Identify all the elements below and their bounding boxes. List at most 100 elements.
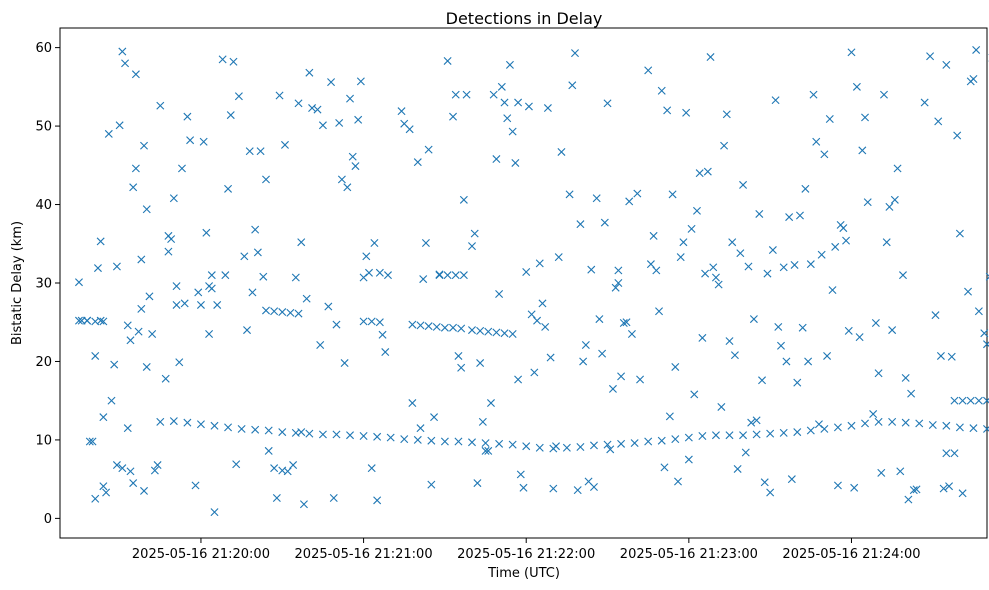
data-point — [346, 94, 355, 103]
data-point — [557, 147, 566, 156]
data-point — [725, 431, 734, 440]
x-tick-label: 2025-05-16 21:23:00 — [620, 547, 758, 562]
data-point — [522, 442, 531, 451]
data-point — [657, 436, 666, 445]
data-point — [739, 180, 748, 189]
data-point — [270, 307, 279, 316]
data-point — [795, 211, 804, 220]
data-point — [240, 252, 249, 261]
data-point — [451, 271, 460, 280]
y-tick-label: 40 — [35, 198, 52, 213]
data-point — [825, 115, 834, 124]
data-point — [332, 320, 341, 329]
data-point — [855, 333, 864, 342]
data-point — [804, 357, 813, 366]
data-point — [817, 250, 826, 259]
data-point — [598, 349, 607, 358]
x-tick-label: 2025-05-16 21:22:00 — [457, 547, 595, 562]
data-point — [668, 190, 677, 199]
data-point — [657, 86, 666, 95]
data-point — [375, 268, 384, 277]
data-point — [495, 439, 504, 448]
data-point — [424, 145, 433, 154]
data-point — [253, 248, 262, 257]
data-point — [511, 158, 520, 167]
data-point — [210, 421, 219, 430]
data-point — [508, 440, 517, 449]
data-point — [123, 424, 132, 433]
data-point — [942, 449, 951, 458]
data-point — [535, 443, 544, 452]
data-point — [302, 294, 311, 303]
data-point — [91, 317, 100, 326]
data-point — [370, 238, 379, 247]
data-point — [196, 300, 205, 309]
data-point — [367, 317, 376, 326]
data-point — [606, 445, 615, 454]
data-point — [633, 189, 642, 198]
data-point — [831, 242, 840, 251]
data-point — [549, 444, 558, 453]
data-markers — [74, 45, 989, 517]
data-point — [153, 461, 162, 470]
data-point — [74, 316, 83, 325]
data-point — [871, 319, 880, 328]
data-point — [655, 307, 664, 316]
data-point — [419, 275, 428, 284]
data-point — [354, 115, 363, 124]
data-point — [137, 304, 146, 313]
data-point — [516, 470, 525, 479]
data-point — [839, 224, 848, 233]
plot-area — [59, 27, 989, 539]
data-point — [717, 402, 726, 411]
data-point — [294, 99, 303, 108]
data-point — [869, 410, 878, 419]
y-tick-label: 50 — [35, 120, 52, 135]
data-point — [457, 324, 466, 333]
data-point — [346, 431, 355, 440]
data-point — [449, 112, 458, 121]
data-point — [107, 396, 116, 405]
data-point — [112, 262, 121, 271]
data-point — [180, 299, 189, 308]
data-point — [888, 326, 897, 335]
data-point — [375, 318, 384, 327]
data-point — [337, 175, 346, 184]
data-point — [131, 164, 140, 173]
data-point — [709, 263, 718, 272]
data-point — [622, 318, 631, 327]
data-point — [842, 236, 851, 245]
data-point — [592, 194, 601, 203]
data-point — [226, 111, 235, 120]
data-point — [91, 351, 100, 360]
data-point — [177, 164, 186, 173]
data-point — [541, 322, 550, 331]
data-point — [118, 47, 127, 56]
data-point — [682, 108, 691, 117]
data-point — [823, 351, 832, 360]
data-point — [728, 238, 737, 247]
data-point — [630, 439, 639, 448]
data-point — [454, 351, 463, 360]
data-point — [449, 323, 458, 332]
data-point — [435, 271, 444, 280]
data-point — [546, 353, 555, 362]
data-point — [752, 416, 761, 425]
data-point — [478, 417, 487, 426]
data-point — [888, 417, 897, 426]
data-point — [175, 358, 184, 367]
data-point — [183, 418, 192, 427]
data-point — [608, 384, 617, 393]
data-point — [454, 437, 463, 446]
data-point — [974, 396, 983, 405]
data-point — [920, 98, 929, 107]
data-point — [861, 419, 870, 428]
data-point — [508, 127, 517, 136]
data-point — [264, 426, 273, 435]
data-point — [514, 98, 523, 107]
data-point — [549, 484, 558, 493]
data-point — [896, 467, 905, 476]
data-point — [614, 279, 623, 287]
data-point — [931, 311, 940, 320]
